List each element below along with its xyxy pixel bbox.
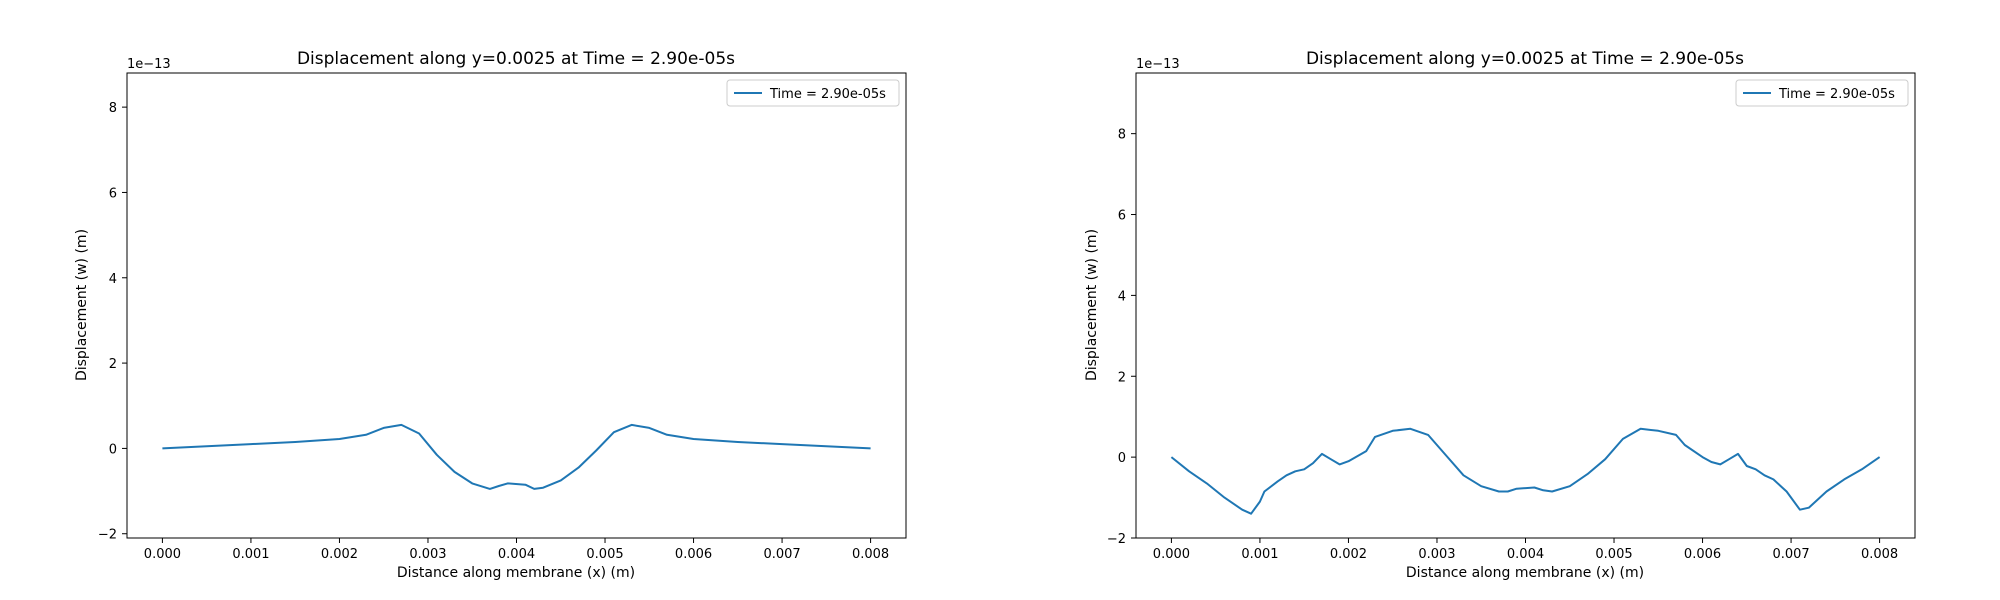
right-x-axis-label: Distance along membrane (x) (m) — [1406, 565, 1644, 581]
right-legend-box — [1735, 79, 1909, 107]
left-y-tick-label: 0 — [109, 442, 117, 457]
right-y-ticks: −2 0 2 4 6 8 — [1107, 128, 1136, 547]
left-x-tick-label: 0.002 — [321, 547, 358, 562]
left-y-offset-label: 1e−13 — [127, 57, 171, 72]
left-y-tick-label: 6 — [109, 186, 117, 201]
left-x-tick-label: 0.004 — [498, 547, 535, 562]
left-series-line — [162, 423, 871, 490]
right-x-tick-label: 0.005 — [1595, 547, 1632, 562]
left-legend-box — [726, 79, 900, 107]
right-axes-frame — [1135, 72, 1916, 539]
left-y-axis-label: Displacement (w) (m) — [74, 229, 90, 381]
left-y-ticks: −2 0 2 4 6 8 — [98, 101, 127, 543]
right-plot: Displacement along y=0.0025 at Time = 2.… — [1084, 49, 1916, 581]
right-x-tick-label: 0.000 — [1153, 547, 1190, 562]
left-x-tick-label: 0.005 — [586, 547, 623, 562]
right-series-line — [1170, 427, 1881, 515]
left-legend-label: Time = 2.90e-05s — [769, 87, 886, 102]
right-x-tick-label: 0.008 — [1861, 547, 1898, 562]
right-legend: Time = 2.90e-05s — [1735, 79, 1909, 107]
left-legend: Time = 2.90e-05s — [726, 79, 900, 107]
right-y-tick-label: 2 — [1118, 370, 1126, 385]
left-x-tick-label: 0.006 — [675, 547, 712, 562]
left-x-axis-label: Distance along membrane (x) (m) — [397, 565, 635, 581]
right-x-tick-label: 0.002 — [1330, 547, 1367, 562]
left-axes-frame — [126, 72, 907, 539]
left-y-tick-label: −2 — [98, 528, 117, 543]
right-x-tick-label: 0.003 — [1418, 547, 1455, 562]
left-y-tick-label: 8 — [109, 101, 117, 116]
left-chart-title: Displacement along y=0.0025 at Time = 2.… — [297, 49, 735, 69]
right-x-tick-label: 0.006 — [1684, 547, 1721, 562]
left-x-tick-label: 0.007 — [763, 547, 800, 562]
right-y-tick-label: 4 — [1118, 289, 1126, 304]
right-y-tick-label: 6 — [1118, 209, 1126, 224]
right-x-tick-label: 0.007 — [1772, 547, 1809, 562]
left-x-tick-label: 0.008 — [852, 547, 889, 562]
right-x-tick-label: 0.004 — [1507, 547, 1544, 562]
left-plot: Displacement along y=0.0025 at Time = 2.… — [74, 49, 907, 581]
right-y-tick-label: 0 — [1118, 451, 1126, 466]
left-y-tick-label: 4 — [109, 272, 117, 287]
left-x-ticks: 0.000 0.001 0.002 0.003 0.004 0.005 0.006 0.007… — [144, 538, 889, 562]
right-y-tick-label: 8 — [1118, 128, 1126, 143]
right-y-offset-label: 1e−13 — [1136, 57, 1180, 72]
right-x-ticks: 0.000 0.001 0.002 0.003 0.004 0.005 0.006 0.007… — [1153, 538, 1898, 562]
right-y-axis-label: Displacement (w) (m) — [1084, 229, 1100, 381]
right-x-tick-label: 0.001 — [1241, 547, 1278, 562]
right-y-tick-label: −2 — [1107, 532, 1126, 547]
right-legend-label: Time = 2.90e-05s — [1778, 87, 1895, 102]
left-y-tick-label: 2 — [109, 357, 117, 372]
right-chart-title: Displacement along y=0.0025 at Time = 2.… — [1306, 49, 1744, 69]
left-x-tick-label: 0.000 — [144, 547, 181, 562]
left-x-tick-label: 0.001 — [232, 547, 269, 562]
left-x-tick-label: 0.003 — [409, 547, 446, 562]
